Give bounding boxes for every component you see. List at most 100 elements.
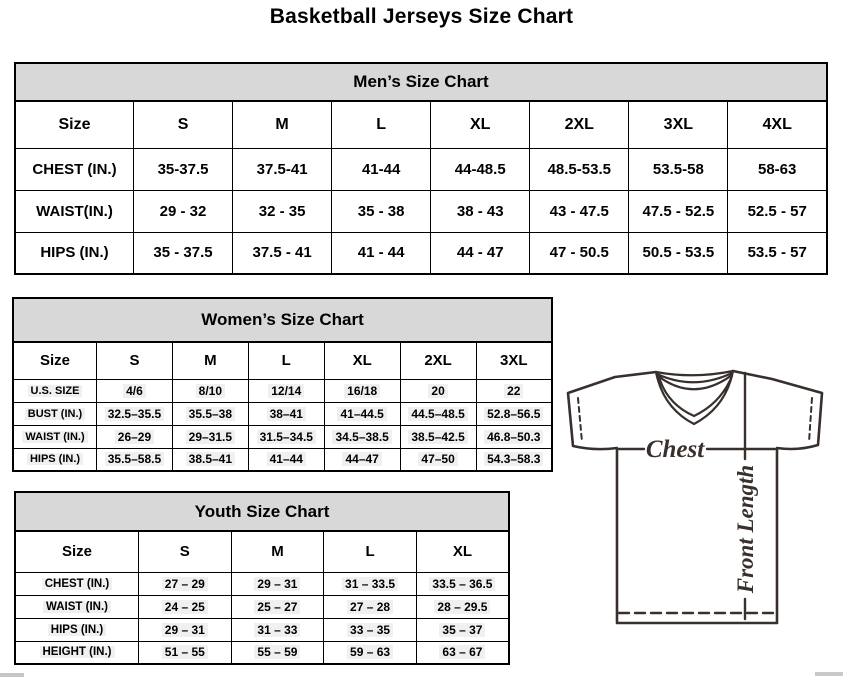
cell-value: 59 – 63 [347,645,394,660]
cell-value: 37.5 - 41 [252,244,312,262]
table-cell: 26–29 [96,424,173,449]
table-row: HIPS (IN.) 29 – 31 31 – 33 33 – 35 35 – 37 [14,617,510,642]
cell-value: 41-44 [361,160,401,178]
column-header: 3XL [475,341,553,380]
table-cell: 34.5–38.5 [323,424,401,449]
table-cell: 48.5-53.5 [529,147,630,191]
page-title: Basketball Jerseys Size Chart [269,5,574,28]
table-cell: 53.5-58 [628,147,729,191]
column-header: M [232,100,333,149]
jersey-outline [566,369,824,625]
row-label: CHEST (IN.) [14,571,139,596]
cell-value: 29 - 32 [159,202,207,220]
column-header: Size [14,530,139,573]
cell-value: 47.5 - 52.5 [642,202,715,220]
table-cell: 35.5–38 [171,401,249,426]
column-header: M [230,530,325,573]
column-header: L [331,100,432,149]
table-cell: 25 – 27 [230,594,325,619]
cell-value: 22 [504,383,524,398]
table-cell: 29 – 31 [230,571,325,596]
cell-value: 27 – 29 [161,576,208,591]
cell-value: 46.8–50.3 [484,429,544,444]
table-cell: 44.5–48.5 [399,401,477,426]
bottom-left-scrollbar-fragment[interactable] [0,673,24,677]
cell-value: 20 [428,383,448,398]
column-header: M [171,341,249,380]
cell-value: 26–29 [114,429,155,444]
cell-value: 41–44 [266,452,306,467]
table-cell: 37.5 - 41 [232,231,333,275]
table-cell: 31 – 33.5 [323,571,417,596]
table-header-row: Size S M L XL 2XL 3XL [12,341,553,380]
table-cell: 54.3–58.3 [475,447,553,472]
table-cell: 4/6 [96,378,173,403]
table-row: WAIST(IN.) 29 - 32 32 - 35 35 - 38 38 - 43 43… [14,189,828,233]
cell-value: 44-48.5 [454,160,506,178]
cell-value: 35.5–38 [185,406,236,421]
table-cell: 20 [399,378,477,403]
table-cell: 46.8–50.3 [475,424,553,449]
column-header: XL [415,530,510,573]
table-row: WAIST (IN.) 24 – 25 25 – 27 27 – 28 28 – 29.… [14,594,510,619]
cell-value: 51 – 55 [161,645,208,660]
row-label-text: HIPS (IN.) [26,453,84,466]
table-cell: 47–50 [399,447,477,472]
cell-value: 38 - 43 [456,202,504,220]
table-cell: 35-37.5 [132,147,234,191]
row-label: HIPS (IN.) [14,617,139,642]
cell-value: 33.5 – 36.5 [429,576,496,591]
cell-value: 38–41 [266,406,306,421]
table-cell: 24 – 25 [138,594,232,619]
row-label: BUST (IN.) [12,401,97,426]
table-cell: 32 - 35 [232,189,333,233]
cell-value: 32.5–35.5 [104,406,165,421]
table-cell: 29–31.5 [171,424,249,449]
column-header: 4XL [727,100,828,149]
row-label-text: U.S. SIZE [27,384,83,397]
table-row: BUST (IN.) 32.5–35.5 35.5–38 38–41 41–44.5 44… [12,401,553,426]
table-header-row: Size S M L XL [14,530,510,573]
cell-value: 24 – 25 [161,599,208,614]
cell-value: 29 – 31 [161,622,208,637]
men-chart-title: Men’s Size Chart [14,62,828,100]
row-label-text: HIPS (IN.) [47,623,107,636]
table-cell: 58-63 [727,147,828,191]
women-chart-title: Women’s Size Chart [12,297,553,341]
cell-value: 35 - 38 [357,202,405,220]
table-cell: 38 - 43 [430,189,531,233]
cell-value: 43 - 47.5 [549,202,609,220]
table-cell: 43 - 47.5 [529,189,630,233]
cell-value: 34.5–38.5 [332,429,392,444]
cell-value: 31.5–34.5 [256,429,316,444]
cell-value: 44.5–48.5 [408,406,468,421]
table-row: U.S. SIZE 4/6 8/10 12/14 16/18 20 22 [12,378,553,403]
bottom-right-scrollbar-fragment[interactable] [815,672,843,676]
row-label: WAIST (IN.) [12,424,97,449]
table-cell: 12/14 [247,378,325,403]
row-label-text: HEIGHT (IN.) [39,646,115,659]
cell-value: 35-37.5 [157,160,209,178]
table-cell: 29 - 32 [132,189,234,233]
cell-value: 33 – 35 [347,622,394,637]
column-header: L [323,530,417,573]
column-header: 3XL [628,100,729,149]
table-cell: 28 – 29.5 [415,594,510,619]
table-cell: 51 – 55 [138,640,232,665]
cell-value: 29–31.5 [185,429,236,444]
cell-value: 54.3–58.3 [484,452,544,467]
cell-value: 8/10 [195,383,226,398]
row-label-text: BUST (IN.) [24,407,86,420]
table-cell: 44-48.5 [430,147,531,191]
cell-value: 31 – 33 [254,622,301,637]
table-cell: 29 – 31 [138,617,232,642]
column-header: 2XL [399,341,477,380]
table-cell: 53.5 - 57 [727,231,828,275]
cell-value: 38.5–41 [185,452,236,467]
row-label: HEIGHT (IN.) [14,640,139,665]
table-row: WAIST (IN.) 26–29 29–31.5 31.5–34.5 34.5–38.… [12,424,553,449]
table-cell: 31.5–34.5 [247,424,325,449]
cell-value: 28 – 29.5 [434,599,491,614]
cell-value: 53.5-58 [652,160,704,178]
cell-value: 31 – 33.5 [342,576,399,591]
